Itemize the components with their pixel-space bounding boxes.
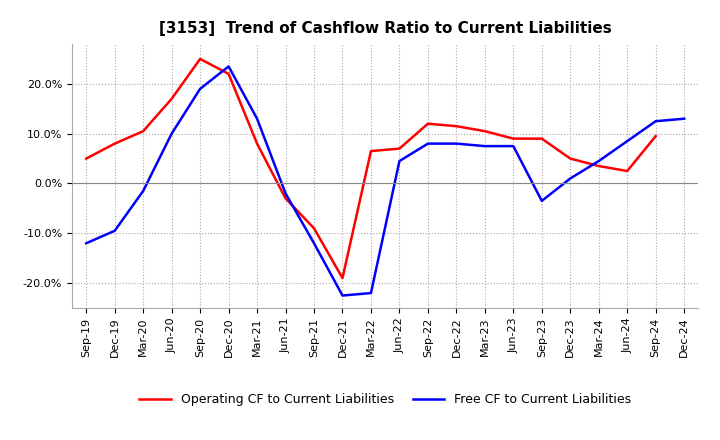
Legend: Operating CF to Current Liabilities, Free CF to Current Liabilities: Operating CF to Current Liabilities, Fre… [135, 388, 636, 411]
Operating CF to Current Liabilities [395, 146, 404, 151]
Free CF to Current Liabilities [310, 241, 318, 246]
Operating CF to Current Liabilities [366, 148, 375, 154]
Free CF to Current Liabilities [82, 241, 91, 246]
Operating CF to Current Liabilities [282, 196, 290, 201]
Line: Free CF to Current Liabilities: Free CF to Current Liabilities [86, 66, 684, 296]
Free CF to Current Liabilities [225, 64, 233, 69]
Operating CF to Current Liabilities [225, 71, 233, 77]
Operating CF to Current Liabilities [139, 128, 148, 134]
Operating CF to Current Liabilities [423, 121, 432, 126]
Free CF to Current Liabilities [196, 86, 204, 92]
Free CF to Current Liabilities [452, 141, 461, 146]
Free CF to Current Liabilities [395, 158, 404, 164]
Free CF to Current Liabilities [509, 143, 518, 149]
Free CF to Current Liabilities [167, 131, 176, 136]
Free CF to Current Liabilities [423, 141, 432, 146]
Free CF to Current Liabilities [680, 116, 688, 121]
Operating CF to Current Liabilities [537, 136, 546, 141]
Operating CF to Current Liabilities [480, 128, 489, 134]
Free CF to Current Liabilities [110, 228, 119, 234]
Free CF to Current Liabilities [139, 188, 148, 194]
Free CF to Current Liabilities [338, 293, 347, 298]
Operating CF to Current Liabilities [338, 275, 347, 281]
Title: [3153]  Trend of Cashflow Ratio to Current Liabilities: [3153] Trend of Cashflow Ratio to Curren… [159, 21, 611, 36]
Operating CF to Current Liabilities [110, 141, 119, 146]
Free CF to Current Liabilities [566, 176, 575, 181]
Free CF to Current Liabilities [366, 290, 375, 296]
Operating CF to Current Liabilities [595, 163, 603, 169]
Operating CF to Current Liabilities [167, 96, 176, 102]
Operating CF to Current Liabilities [82, 156, 91, 161]
Operating CF to Current Liabilities [196, 56, 204, 62]
Operating CF to Current Liabilities [452, 124, 461, 129]
Operating CF to Current Liabilities [623, 169, 631, 174]
Operating CF to Current Liabilities [566, 156, 575, 161]
Free CF to Current Liabilities [537, 198, 546, 204]
Free CF to Current Liabilities [595, 158, 603, 164]
Operating CF to Current Liabilities [652, 133, 660, 139]
Line: Operating CF to Current Liabilities: Operating CF to Current Liabilities [86, 59, 656, 278]
Free CF to Current Liabilities [282, 191, 290, 196]
Free CF to Current Liabilities [253, 116, 261, 121]
Free CF to Current Liabilities [623, 139, 631, 144]
Operating CF to Current Liabilities [310, 226, 318, 231]
Operating CF to Current Liabilities [509, 136, 518, 141]
Free CF to Current Liabilities [480, 143, 489, 149]
Free CF to Current Liabilities [652, 118, 660, 124]
Operating CF to Current Liabilities [253, 141, 261, 146]
